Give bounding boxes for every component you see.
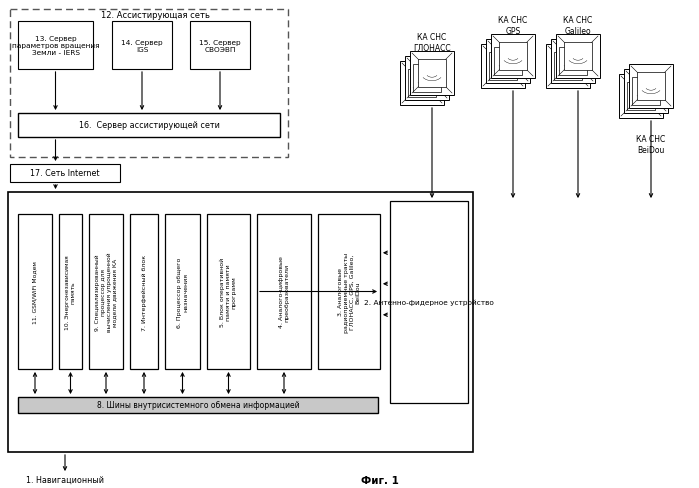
Text: 6. Процессор общего
назначения: 6. Процессор общего назначения <box>177 257 188 327</box>
Text: 16.  Сервер ассистирующей сети: 16. Сервер ассистирующей сети <box>78 121 219 130</box>
Bar <box>18 397 378 413</box>
Bar <box>165 215 200 369</box>
Bar <box>491 35 535 79</box>
Bar <box>559 48 587 76</box>
Bar <box>624 70 668 114</box>
Bar <box>489 53 517 81</box>
Bar <box>556 35 600 79</box>
Bar <box>59 215 82 369</box>
Text: 13. Сервер
параметров вращения
Земли - IERS: 13. Сервер параметров вращения Земли - I… <box>12 36 99 56</box>
Bar <box>18 114 280 138</box>
Bar <box>410 52 454 96</box>
Text: 10. Энергонезависимая
память: 10. Энергонезависимая память <box>65 255 76 329</box>
Text: 5. Блок оперативной
памяти и памяти
программ: 5. Блок оперативной памяти и памяти прог… <box>220 257 237 326</box>
Text: 2. Антенно-фидерное устройство: 2. Антенно-фидерное устройство <box>364 299 494 305</box>
Bar <box>112 22 172 70</box>
Text: 9. Специализированный
процессор для
вычисления упрощенной
модели движения КА: 9. Специализированный процессор для вычи… <box>94 252 117 332</box>
Bar <box>499 43 527 71</box>
Bar <box>632 78 660 106</box>
Bar <box>10 164 120 183</box>
Bar <box>627 83 655 111</box>
Bar <box>546 45 590 89</box>
Bar <box>564 43 592 71</box>
Bar <box>551 40 595 84</box>
Text: КА СНС
BeiDou: КА СНС BeiDou <box>636 135 665 154</box>
Bar <box>400 62 444 106</box>
Bar <box>257 215 311 369</box>
Bar <box>629 65 673 109</box>
Text: 14. Сервер
IGS: 14. Сервер IGS <box>121 40 163 52</box>
Text: 15. Сервер
СВОЭВП: 15. Сервер СВОЭВП <box>199 40 241 52</box>
Bar <box>405 57 449 101</box>
Text: 4. Аналого-цифровые
преобразователи: 4. Аналого-цифровые преобразователи <box>279 256 289 328</box>
Bar <box>408 70 436 98</box>
Bar <box>481 45 525 89</box>
Bar <box>554 53 582 81</box>
Text: Фиг. 1: Фиг. 1 <box>361 475 398 485</box>
Text: 7. Интерфейсный блок: 7. Интерфейсный блок <box>141 254 147 330</box>
Text: КА СНС
GPS: КА СНС GPS <box>498 16 528 36</box>
Bar <box>390 202 468 403</box>
Bar <box>18 22 93 70</box>
Bar <box>8 193 473 452</box>
Bar <box>486 40 530 84</box>
Bar <box>318 215 380 369</box>
Bar <box>18 215 52 369</box>
Bar <box>418 60 446 88</box>
Bar <box>10 10 288 158</box>
Bar <box>637 73 665 101</box>
Bar <box>190 22 250 70</box>
Text: КА СНС
ГЛОНАСС: КА СНС ГЛОНАСС <box>413 33 451 53</box>
Text: 8. Шины внутрисистемного обмена информацией: 8. Шины внутрисистемного обмена информац… <box>96 401 299 409</box>
Text: 1. Навигационный
приемник: 1. Навигационный приемник <box>26 474 104 488</box>
Text: КА СНС
Galileo: КА СНС Galileo <box>563 16 593 36</box>
Text: 12. Ассистирующая сеть: 12. Ассистирующая сеть <box>101 12 210 20</box>
Bar <box>89 215 123 369</box>
Text: 17. Сеть Internet: 17. Сеть Internet <box>30 169 100 178</box>
Bar <box>207 215 250 369</box>
Bar <box>619 75 663 119</box>
Text: 11. GSM/WiFi Модем: 11. GSM/WiFi Модем <box>32 261 38 323</box>
Bar <box>130 215 158 369</box>
Bar <box>494 48 522 76</box>
Text: 3. Аналоговые
радиоприемные тракты
ГЛОНАСС, GPS, Galileo,
BeiDou: 3. Аналоговые радиоприемные тракты ГЛОНА… <box>338 252 360 332</box>
Bar <box>413 65 441 93</box>
